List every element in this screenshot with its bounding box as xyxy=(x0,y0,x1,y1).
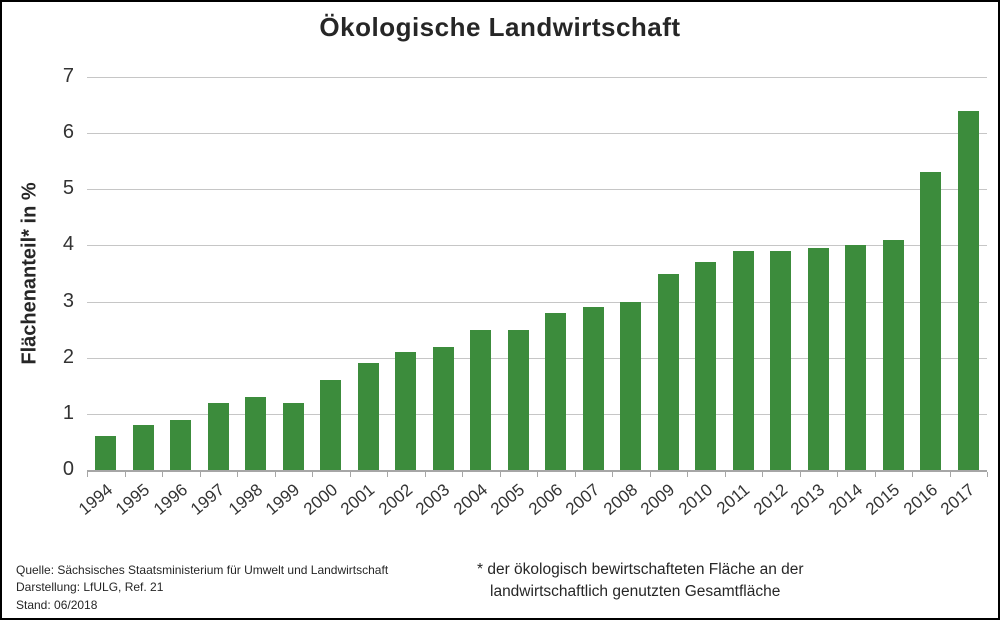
gridline xyxy=(87,245,987,247)
y-tick-label: 0 xyxy=(62,458,74,480)
y-tick-label: 7 xyxy=(62,65,74,87)
bar-1997 xyxy=(207,402,229,470)
y-tick-label: 3 xyxy=(62,289,74,312)
x-axis-tick xyxy=(537,472,538,477)
bar-1996 xyxy=(170,419,192,470)
gridline xyxy=(87,357,987,359)
y-tick-label: 2 xyxy=(62,345,74,368)
bar-2006 xyxy=(545,312,567,470)
bar-2010 xyxy=(695,262,717,470)
bar-2009 xyxy=(657,273,679,470)
x-axis-tick xyxy=(87,472,88,477)
x-axis-tick xyxy=(912,472,913,477)
footnote-line: * der ökologisch bewirtschafteten Fläche… xyxy=(477,561,804,578)
source-note: Quelle: Sächsisches Staatsministerium fü… xyxy=(16,562,388,614)
x-axis-tick xyxy=(687,472,688,477)
bar-2011 xyxy=(732,251,754,470)
bar-2000 xyxy=(320,380,342,470)
y-tick-label: 5 xyxy=(62,177,74,200)
x-axis-tick xyxy=(649,472,651,477)
bar-2005 xyxy=(507,329,529,470)
x-axis-tick xyxy=(462,472,463,477)
bar-2003 xyxy=(432,346,454,470)
source-line: Quelle: Sächsisches Staatsministerium fü… xyxy=(16,563,389,577)
x-axis-tick xyxy=(949,472,951,477)
gridline xyxy=(87,133,987,135)
bar-2002 xyxy=(395,352,417,470)
x-axis-tick xyxy=(312,472,313,477)
source-line: Stand: 06/2018 xyxy=(16,597,98,612)
gridline xyxy=(87,77,987,78)
x-axis-tick xyxy=(762,472,763,477)
bar-2016 xyxy=(920,172,942,470)
x-axis-tick xyxy=(987,472,988,477)
y-tick-label: 6 xyxy=(62,121,74,144)
footnote-line: landwirtschaftlich genutzten Gesamtfläch… xyxy=(490,583,781,601)
x-axis-tick xyxy=(612,472,613,477)
x-axis-line xyxy=(87,470,987,472)
bar-2008 xyxy=(620,301,642,470)
x-axis-tick xyxy=(874,472,876,477)
x-axis-tick xyxy=(837,472,838,477)
x-axis-tick xyxy=(274,472,276,477)
x-axis-tick xyxy=(124,472,126,477)
x-axis-tick xyxy=(199,472,201,477)
x-axis-tick xyxy=(349,472,351,477)
x-axis-tick xyxy=(162,472,163,477)
bar-2004 xyxy=(470,329,492,470)
gridline xyxy=(87,413,987,415)
bar-2013 xyxy=(807,248,829,470)
gridline xyxy=(87,189,987,191)
x-axis-tick xyxy=(574,472,576,477)
y-tick-label: 1 xyxy=(62,401,74,424)
chart-title: Ökologische Landwirtschaft xyxy=(319,12,681,42)
bar-2015 xyxy=(882,239,904,470)
x-axis-tick xyxy=(387,472,388,477)
bar-1994 xyxy=(95,436,117,470)
bar-2014 xyxy=(845,245,867,470)
y-tick-label: 4 xyxy=(62,233,74,256)
bar-2001 xyxy=(357,363,379,470)
bar-1999 xyxy=(282,402,304,470)
bar-2012 xyxy=(770,251,792,470)
bar-2007 xyxy=(582,307,604,470)
x-axis-tick xyxy=(237,472,238,477)
bar-1995 xyxy=(132,425,154,470)
x-axis-tick xyxy=(499,472,501,477)
x-axis-tick xyxy=(724,472,726,477)
gridline xyxy=(87,301,987,303)
asterisk-footnote: * der ökologisch bewirtschafteten Fläche… xyxy=(477,559,837,604)
bar-1998 xyxy=(245,397,267,470)
x-axis-tick xyxy=(424,472,426,477)
source-line: Darstellung: LfULG, Ref. 21 xyxy=(16,580,164,595)
bar-2017 xyxy=(957,110,979,470)
x-axis-tick xyxy=(799,472,801,477)
